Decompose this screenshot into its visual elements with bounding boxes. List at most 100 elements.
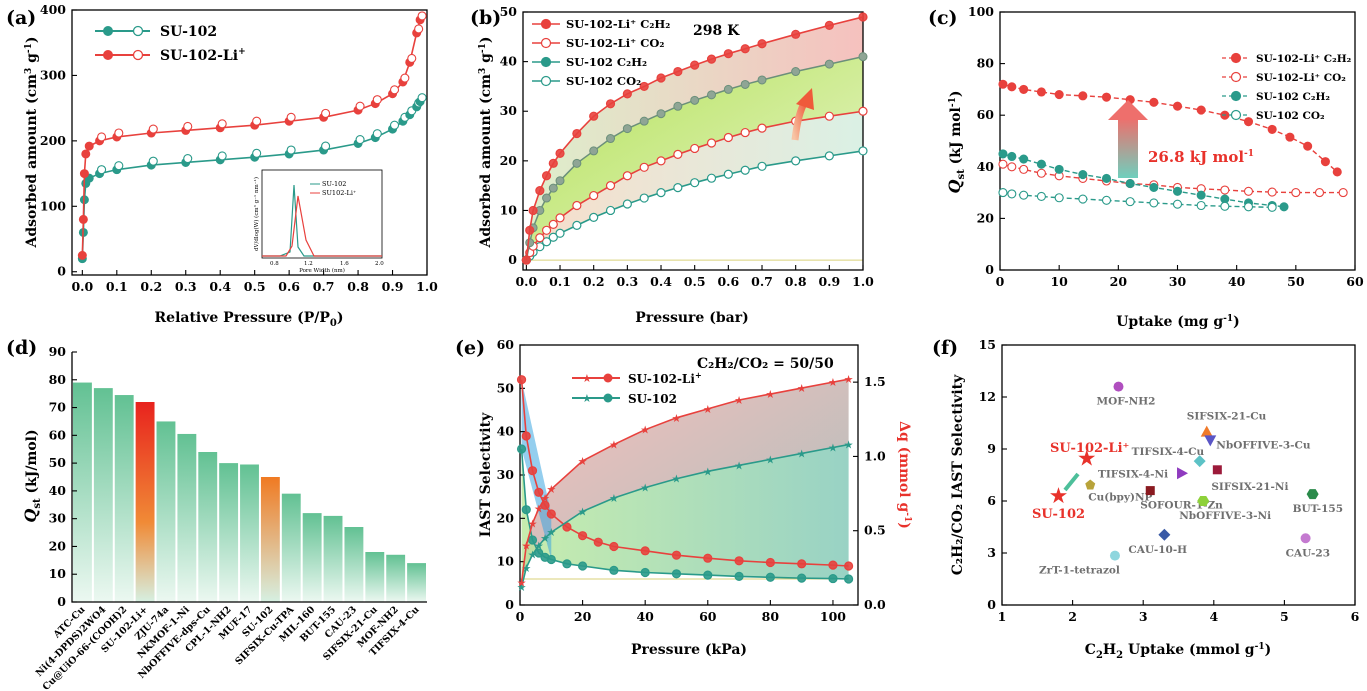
e-sel-li-point <box>734 556 744 566</box>
panel-b-arrowhead <box>796 88 814 110</box>
b-series-point <box>541 171 552 181</box>
b-series-point <box>541 237 552 247</box>
f-point-label: NbOFFIVE-3-Cu <box>1216 439 1311 451</box>
a-xtick-label: 0.8 <box>347 279 369 294</box>
panel-c-arrow <box>1118 118 1138 178</box>
c-point <box>1007 82 1017 92</box>
svg-text:2.0: 2.0 <box>375 261 384 267</box>
c-point <box>1220 185 1230 195</box>
a-point-des <box>355 101 365 111</box>
b-fill-lower <box>526 111 863 261</box>
b-series-point <box>656 188 666 198</box>
c-xtick-label: 40 <box>1228 274 1246 289</box>
panel-d: (d) ATC-CuNi(4-DPDS)2WO4Cu@UiO-66-(COOH)… <box>6 337 427 691</box>
panel-e-legend-1: SU-102-Li+ <box>628 370 702 386</box>
c-point <box>1291 188 1301 198</box>
c-point <box>1196 105 1206 115</box>
b-series-point <box>723 169 733 179</box>
a-xtick-label: 0.2 <box>140 279 162 294</box>
panel-e-legend-2: SU-102 <box>628 392 677 406</box>
b-ytick-label: 10 <box>500 202 518 217</box>
panel-e-axes: 0 20 40 60 80 100 0 10 20 30 40 50 60 0.0 0.5 1.0 1.5 <box>497 337 886 624</box>
e-dq-su102-point: ★ <box>828 442 838 455</box>
e-sel-su102-point <box>734 571 744 582</box>
panel-a-ylabel: Adsorbed amount (cm3 g-1) <box>24 36 40 248</box>
a-point-des <box>183 121 193 132</box>
e-sel-li-point <box>765 557 775 568</box>
f-point-tifsix-4-cu <box>1193 455 1206 468</box>
b-series-point <box>639 193 649 203</box>
b-point <box>656 109 666 119</box>
b-series-point <box>572 220 582 230</box>
f-xtick-label: 5 <box>1280 609 1289 624</box>
e-dq-li-point: ★ <box>844 373 854 386</box>
c-point <box>1267 124 1277 134</box>
b-series-point <box>589 212 599 223</box>
e-dq-li-point: ★ <box>578 455 588 468</box>
panel-e-ylabel: IAST Selectivity <box>478 412 494 537</box>
c-xtick-label: 20 <box>1110 274 1128 289</box>
b-fill-middle <box>526 56 863 261</box>
e-ytick-label: 40 <box>497 424 515 439</box>
e-sel-su102-point <box>521 505 531 515</box>
c-point <box>1036 87 1046 97</box>
panel-e: (e) 0 20 40 60 80 100 0 10 20 30 40 50 60 0.0 0.5 1.0 1.… <box>455 337 912 658</box>
a-point-ads <box>77 250 87 260</box>
b-series-point <box>740 127 750 138</box>
e-dq-li-point: ★ <box>521 540 531 553</box>
d-bar <box>302 513 322 602</box>
panel-b: (b) 0.0 0.1 0.2 0.3 0.4 0.5 0.6 0.7 0.8 0.9 1.0 0 10… <box>470 4 874 326</box>
panel-a: (a) 0.0 0.1 0.2 0.3 0.4 0.5 0.6 0.7 0.8 0.9 1.0 0 10… <box>6 2 438 329</box>
b-point <box>824 59 834 69</box>
panel-f-highlight-2: SU-102 <box>1032 507 1085 522</box>
e-dq-su102-point: ★ <box>672 473 682 486</box>
f-point-label: SIFSIX-21-Cu <box>1187 411 1267 423</box>
e-xtick-label: 0 <box>516 609 525 624</box>
c-ytick-label: 100 <box>968 4 994 19</box>
a-xtick-label: 0.6 <box>278 279 300 294</box>
c-legend-label: SU-102 CO₂ <box>1256 110 1325 122</box>
b-series-point <box>605 99 616 109</box>
b-ytick-label: 40 <box>500 54 518 69</box>
e-xtick-label: 40 <box>636 609 654 624</box>
e-right-ytick-label: 0.0 <box>864 597 886 612</box>
e-sel-su102-point <box>828 573 838 584</box>
d-bar <box>281 493 301 602</box>
f-point-nboffive-3-ni <box>1197 496 1210 506</box>
e-dq-su102-point: ★ <box>521 562 531 575</box>
b-point <box>572 158 582 168</box>
b-series-point <box>824 20 834 30</box>
c-point <box>1338 188 1348 198</box>
b-series-point <box>656 156 666 166</box>
e-sel-li-point <box>534 487 544 497</box>
b-series-point <box>639 81 649 92</box>
inset-legend-1: SU-102 <box>322 180 346 188</box>
d-bar <box>240 464 259 602</box>
f-point-label: TIFSIX-4-Cu <box>1132 446 1205 458</box>
a-point-des <box>414 24 424 34</box>
e-sel-su102-point <box>609 565 619 575</box>
a-point-ads <box>78 214 88 224</box>
e-ytick-label: 50 <box>497 380 515 395</box>
b-series-point <box>723 49 733 59</box>
b-series-point <box>656 73 666 83</box>
a-point-des <box>372 95 382 105</box>
c-point <box>1279 202 1289 212</box>
e-sel-li-point <box>640 546 650 556</box>
c-xtick-label: 60 <box>1346 274 1364 289</box>
d-ytick-label: 0 <box>57 594 66 609</box>
b-series-point <box>858 146 868 156</box>
c-point <box>1007 162 1017 172</box>
e-sel-su102-point <box>844 574 854 584</box>
d-ytick-label: 90 <box>49 344 67 359</box>
c-point <box>1101 173 1112 183</box>
panel-b-series <box>521 12 868 265</box>
b-series-point <box>690 143 700 154</box>
a-point-des <box>321 141 331 151</box>
b-legend-label: SU-102 CO₂ <box>566 74 641 88</box>
panel-c-label: (c) <box>928 7 958 29</box>
b-xtick-label: 0.4 <box>650 274 672 289</box>
e-sel-li-point <box>593 537 603 547</box>
c-point <box>1172 186 1183 196</box>
a-point-des <box>217 119 227 129</box>
